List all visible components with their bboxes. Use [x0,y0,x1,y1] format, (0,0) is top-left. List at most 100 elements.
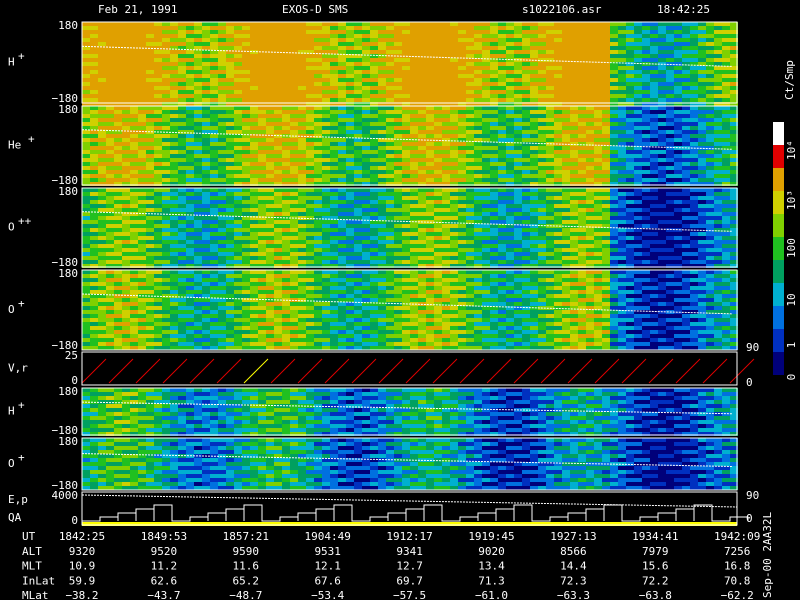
spectrogram-cell [370,228,378,232]
spectrogram-cell [218,46,226,50]
spectrogram-cell [458,256,466,260]
spectrogram-cell [226,174,234,178]
spectrogram-cell [706,54,714,58]
spectrogram-cell [290,126,298,130]
spectrogram-cell [618,102,626,106]
spectrogram-cell [186,248,194,252]
spectrogram-cell [562,122,570,126]
spectrogram-cell [306,62,314,66]
spectrogram-cell [722,174,730,178]
spectrogram-cell [130,38,138,42]
spectrogram-cell [538,38,546,42]
spectrogram-cell [298,42,306,46]
spectrogram-cell [458,26,466,30]
spectrogram-cell [650,26,658,30]
spectrogram-cell [314,244,322,248]
spectrogram-cell [610,66,618,70]
spectrogram-cell [378,46,386,50]
spectrogram-cell [122,256,130,260]
spectrogram-cell [506,70,514,74]
spectrogram-cell [234,244,242,248]
spectrogram-cell [554,134,562,138]
spectrogram-cell [650,192,658,196]
spectrogram-cell [498,232,506,236]
spectrogram-cell [562,182,570,186]
spectrogram-cell [298,130,306,134]
spectrogram-cell [202,228,210,232]
spectrogram-cell [418,154,426,158]
spectrogram-cell [418,102,426,106]
spectrogram-cell [562,22,570,26]
spectrogram-cell [186,220,194,224]
spectrogram-cell [594,192,602,196]
spectrogram-cell [234,22,242,26]
spectrogram-cell [234,78,242,82]
spectrogram-cell [122,130,130,134]
spectrogram-cell [682,70,690,74]
spectrogram-cell [362,126,370,130]
spectrogram-cell [442,86,450,90]
spectrogram-cell [722,58,730,62]
spectrogram-cell [498,54,506,58]
spectrogram-cell [226,178,234,182]
spectrogram-cell [282,158,290,162]
spectrogram-cell [242,142,250,146]
spectrogram-cell [82,142,90,146]
spectrogram-cell [610,236,618,240]
spectrogram-cell [586,74,594,78]
spectrogram-cell [314,74,322,78]
spectrogram-cell [386,82,394,86]
spectrogram-cell [666,174,674,178]
spectrogram-cell [490,188,498,192]
spectrogram-cell [554,46,562,50]
spectrogram-cell [146,146,154,150]
spectrogram-cell [378,130,386,134]
spectrogram-cell [258,26,266,30]
spectrogram-cell [82,204,90,208]
spectrogram-cell [154,232,162,236]
spectrogram-cell [434,174,442,178]
spectrogram-cell [298,94,306,98]
spectrogram-cell [130,220,138,224]
spectrogram-cell [274,200,282,204]
spectrogram-cell [370,208,378,212]
spectrogram-cell [122,264,130,268]
spectrogram-cell [370,50,378,54]
spectrogram-cell [290,228,298,232]
spectrogram-cell [498,102,506,106]
spectrogram-cell [242,94,250,98]
spectrogram-cell [266,192,274,196]
spectrogram-cell [226,106,234,110]
spectrogram-cell [170,102,178,106]
spectrogram-cell [626,98,634,102]
spectrogram-cell [706,212,714,216]
spectrogram-cell [586,252,594,256]
spectrogram-cell [178,228,186,232]
spectrogram-cell [554,174,562,178]
spectrogram-cell [202,196,210,200]
spectrogram-cell [474,134,482,138]
spectrogram-cell [410,216,418,220]
spectrogram-cell [514,162,522,166]
spectrogram-cell [242,122,250,126]
spectrogram-cell [498,38,506,42]
spectrogram-cell [418,46,426,50]
spectrogram-cell [530,174,538,178]
spectrogram-cell [338,248,346,252]
spectrogram-cell [450,236,458,240]
spectrogram-cell [378,70,386,74]
spectrogram-cell [186,208,194,212]
spectrogram-cell [98,256,106,260]
spectrogram-cell [386,208,394,212]
header-file: s1022106.asr [522,3,602,16]
spectrogram-cell [562,110,570,114]
spectrogram-cell [154,62,162,66]
spectrogram-cell [258,66,266,70]
spectrogram-cell [594,188,602,192]
spectrogram-cell [474,58,482,62]
spectrogram-cell [250,130,258,134]
spectrogram-cell [682,62,690,66]
spectrogram-cell [178,264,186,268]
spectrogram-cell [90,138,98,142]
spectrogram-cell [290,244,298,248]
